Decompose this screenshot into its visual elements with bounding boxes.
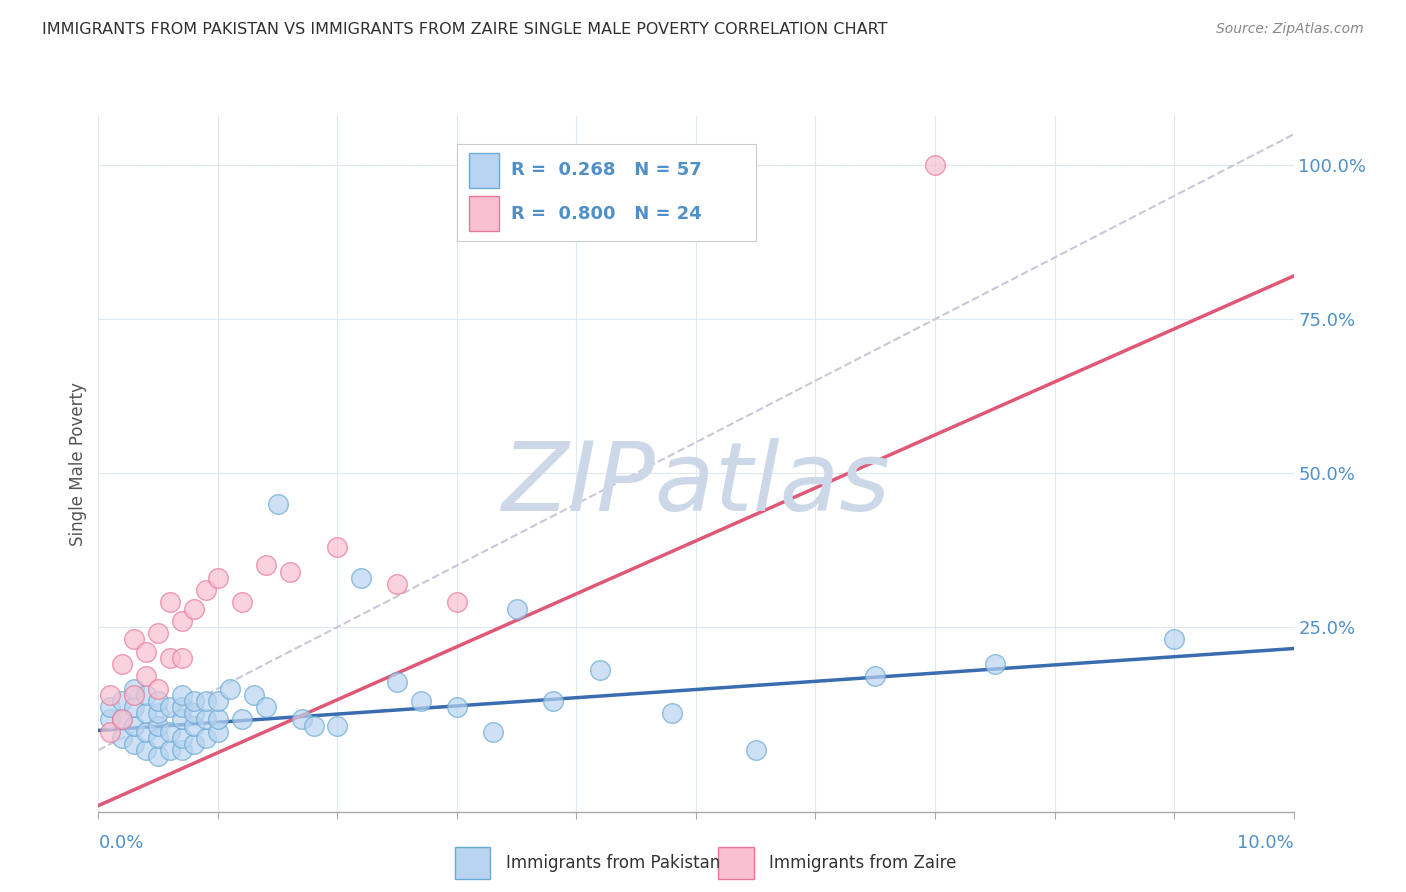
Point	[194, 731, 218, 745]
Point	[124, 688, 146, 702]
Point	[183, 737, 205, 751]
Point	[135, 669, 157, 683]
Point	[159, 743, 181, 757]
Point	[159, 650, 181, 665]
Point	[172, 688, 194, 702]
Point	[183, 601, 205, 615]
Point	[148, 718, 170, 732]
Point	[865, 669, 887, 683]
Point	[207, 712, 229, 726]
Point	[589, 663, 612, 677]
Point	[135, 688, 157, 702]
Text: 0.0%: 0.0%	[98, 834, 143, 852]
Point	[267, 497, 290, 511]
Point	[111, 712, 134, 726]
Point	[111, 731, 134, 745]
Point	[1163, 632, 1185, 647]
Text: Immigrants from Pakistan: Immigrants from Pakistan	[506, 854, 720, 872]
Point	[148, 681, 170, 696]
Point	[385, 675, 409, 690]
Point	[124, 632, 146, 647]
Point	[194, 712, 218, 726]
Point	[111, 694, 134, 708]
Text: 10.0%: 10.0%	[1237, 834, 1294, 852]
Point	[254, 558, 277, 573]
Y-axis label: Single Male Poverty: Single Male Poverty	[69, 382, 87, 546]
Point	[446, 700, 468, 714]
Bar	[470, 196, 499, 231]
Point	[446, 595, 468, 609]
Text: ZIPatlas: ZIPatlas	[502, 438, 890, 532]
Text: R =  0.800   N = 24: R = 0.800 N = 24	[510, 205, 702, 223]
Point	[207, 571, 229, 585]
Bar	[718, 847, 754, 879]
Point	[98, 688, 122, 702]
Point	[98, 700, 122, 714]
Point	[290, 712, 312, 726]
Point	[172, 700, 194, 714]
Point	[745, 743, 768, 757]
Point	[278, 565, 301, 579]
Point	[924, 158, 946, 172]
Point	[183, 694, 205, 708]
Point	[326, 718, 349, 732]
Point	[148, 694, 170, 708]
Point	[172, 712, 194, 726]
Point	[207, 694, 229, 708]
Point	[231, 712, 253, 726]
Text: Source: ZipAtlas.com: Source: ZipAtlas.com	[1216, 22, 1364, 37]
Point	[172, 614, 194, 628]
Point	[148, 626, 170, 640]
Point	[350, 571, 373, 585]
Bar	[470, 153, 499, 187]
Point	[302, 718, 325, 732]
Point	[183, 718, 205, 732]
Point	[194, 694, 218, 708]
Point	[148, 749, 170, 764]
Point	[183, 706, 205, 721]
Bar	[456, 847, 491, 879]
Point	[111, 712, 134, 726]
Point	[254, 700, 277, 714]
Point	[385, 577, 409, 591]
Point	[135, 706, 157, 721]
Point	[124, 737, 146, 751]
Point	[481, 724, 505, 739]
Point	[124, 681, 146, 696]
Point	[159, 700, 181, 714]
Point	[219, 681, 242, 696]
Point	[506, 601, 529, 615]
Point	[983, 657, 1005, 671]
Point	[207, 724, 229, 739]
Point	[98, 712, 122, 726]
Point	[111, 657, 134, 671]
Point	[231, 595, 253, 609]
Point	[135, 724, 157, 739]
Point	[159, 595, 181, 609]
Text: IMMIGRANTS FROM PAKISTAN VS IMMIGRANTS FROM ZAIRE SINGLE MALE POVERTY CORRELATIO: IMMIGRANTS FROM PAKISTAN VS IMMIGRANTS F…	[42, 22, 887, 37]
Point	[159, 724, 181, 739]
Text: R =  0.268   N = 57: R = 0.268 N = 57	[510, 161, 702, 179]
Point	[124, 718, 146, 732]
Point	[411, 694, 433, 708]
Point	[135, 645, 157, 659]
Point	[172, 650, 194, 665]
Point	[148, 731, 170, 745]
Point	[541, 694, 564, 708]
Point	[661, 706, 683, 721]
Point	[172, 743, 194, 757]
Point	[172, 731, 194, 745]
Point	[326, 540, 349, 554]
Point	[148, 706, 170, 721]
Point	[124, 700, 146, 714]
Text: Immigrants from Zaire: Immigrants from Zaire	[769, 854, 956, 872]
Point	[243, 688, 266, 702]
Point	[98, 724, 122, 739]
Point	[135, 743, 157, 757]
Point	[194, 583, 218, 598]
